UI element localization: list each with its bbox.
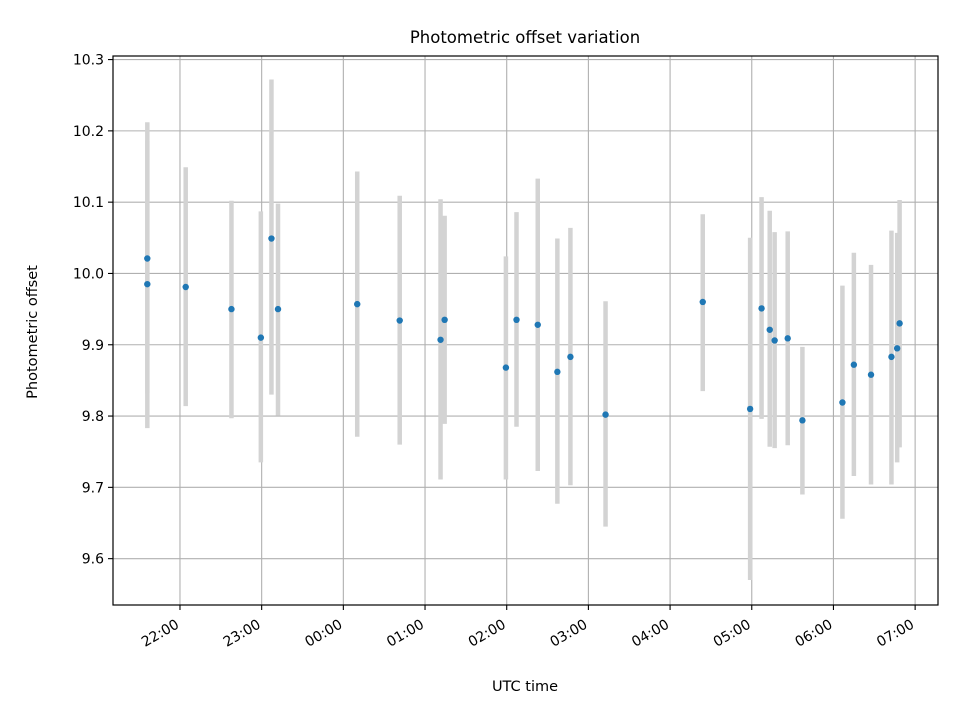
chart-title: Photometric offset variation bbox=[410, 28, 640, 47]
data-point bbox=[771, 337, 778, 344]
plot-frame bbox=[112, 55, 939, 606]
data-point bbox=[144, 255, 151, 262]
data-point bbox=[850, 361, 858, 368]
data-point bbox=[441, 316, 448, 324]
y-tick-label: 9.9 bbox=[82, 338, 104, 354]
data-point bbox=[257, 334, 265, 341]
y-axis-label: Photometric offset bbox=[25, 265, 41, 399]
data-point bbox=[554, 368, 561, 376]
data-point bbox=[437, 336, 444, 343]
data-point bbox=[746, 405, 754, 413]
data-point bbox=[182, 283, 189, 291]
data-point bbox=[799, 417, 806, 424]
y-tick-label: 10.2 bbox=[73, 124, 104, 140]
y-tick-label: 10.1 bbox=[73, 195, 104, 211]
y-tick-label: 10.0 bbox=[73, 266, 104, 282]
data-point bbox=[893, 345, 901, 352]
data-point bbox=[888, 353, 895, 361]
y-tick-label: 9.6 bbox=[82, 552, 104, 568]
data-point bbox=[839, 399, 846, 406]
data-point bbox=[567, 353, 574, 361]
y-axis-ticks: 9.6 9.7 9.8 9.9 10.0 10.1 10.2 10.3 bbox=[73, 53, 113, 568]
data-point bbox=[896, 320, 903, 327]
data-point bbox=[274, 305, 282, 313]
data-point bbox=[396, 317, 403, 324]
data-point bbox=[513, 316, 520, 324]
y-tick-label: 10.3 bbox=[73, 53, 104, 69]
data-point bbox=[758, 305, 765, 312]
data-point bbox=[602, 411, 609, 418]
y-tick-label: 9.8 bbox=[82, 409, 104, 425]
data-point bbox=[534, 321, 541, 328]
data-point bbox=[268, 235, 275, 242]
data-point bbox=[228, 305, 235, 313]
x-axis-label: UTC time bbox=[492, 679, 558, 695]
y-tick-label: 9.7 bbox=[82, 480, 104, 496]
data-point bbox=[867, 371, 875, 378]
data-point bbox=[784, 335, 791, 342]
data-point bbox=[766, 326, 773, 333]
data-point bbox=[144, 280, 151, 288]
data-point bbox=[699, 298, 706, 306]
data-point bbox=[502, 364, 510, 371]
data-points bbox=[144, 235, 903, 424]
data-point bbox=[354, 300, 361, 308]
